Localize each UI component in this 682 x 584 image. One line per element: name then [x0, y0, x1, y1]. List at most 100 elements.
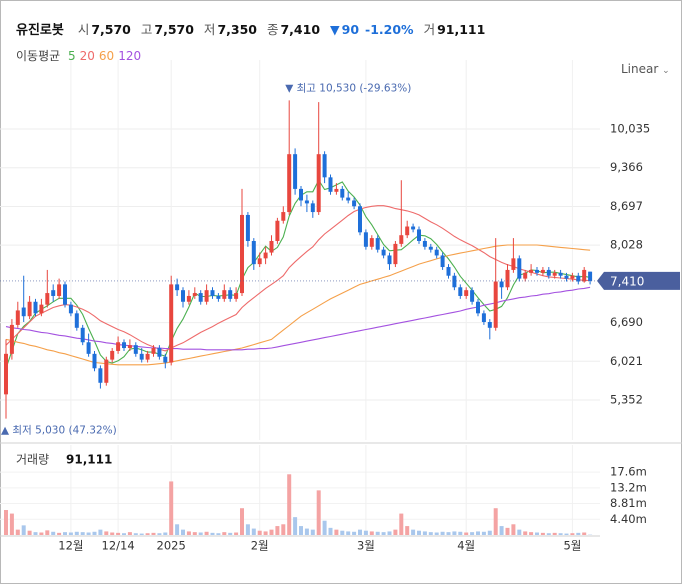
candle-body — [216, 295, 221, 299]
volume-bar — [552, 532, 557, 535]
volume-bar — [4, 510, 8, 535]
candle-body — [57, 284, 62, 296]
candle-body — [552, 272, 557, 276]
candle-body — [422, 240, 427, 247]
volume-bar — [39, 532, 44, 535]
candle-body — [434, 249, 439, 256]
candle-body — [222, 290, 227, 299]
candle-body — [523, 272, 528, 279]
candle-body — [110, 350, 115, 360]
candle-body — [157, 348, 162, 357]
candle-body — [535, 269, 539, 273]
volume-bar — [169, 481, 174, 535]
candle-body — [27, 301, 32, 317]
volume-bar — [381, 532, 386, 535]
candle-body — [328, 177, 333, 192]
volume-bar — [523, 531, 528, 535]
volume-bar — [9, 513, 14, 535]
candle-body — [452, 275, 457, 288]
candle-body — [411, 226, 416, 230]
candle-body — [210, 290, 215, 296]
volume-bar — [80, 532, 85, 535]
candle-body — [375, 238, 380, 250]
low-label: 저 — [203, 22, 216, 37]
volume-bar — [127, 532, 132, 535]
volume-bar — [417, 530, 421, 535]
volume-bar — [181, 529, 185, 535]
volume-bar — [21, 525, 26, 535]
y-tick-label: 8,028 — [610, 238, 643, 252]
candle-body — [287, 154, 292, 213]
volume-bar — [263, 531, 268, 535]
candle-body — [127, 345, 132, 349]
volume-bar — [352, 531, 357, 535]
candle-body — [192, 293, 197, 296]
volume-bar — [440, 531, 445, 535]
volume-bar — [340, 530, 345, 535]
candle-body — [21, 307, 26, 317]
volume-bar — [281, 524, 286, 535]
candle-body — [293, 154, 298, 189]
candle-body — [446, 267, 451, 276]
volume-bar — [74, 531, 79, 535]
candle-body — [86, 342, 91, 354]
x-tick-label: 12월 — [58, 539, 83, 553]
legend: 이동평균 5 20 60 120 — [16, 47, 145, 64]
change-percent: -1.20% — [365, 22, 414, 37]
candle-body — [334, 188, 339, 192]
volume-bar — [387, 531, 392, 535]
volume-bar — [269, 529, 274, 535]
candle-body — [186, 295, 191, 302]
candle-body — [33, 301, 38, 314]
volume-bar — [422, 531, 427, 535]
volume-bar — [322, 520, 327, 535]
stock-name: 유진로봇 — [16, 23, 64, 38]
change-arrow: ▼ — [330, 22, 340, 37]
candle-body — [9, 324, 14, 354]
scale-label[interactable]: Linear — [621, 62, 659, 76]
volume-bar — [57, 532, 62, 535]
volume-bar — [570, 533, 575, 535]
candle-body — [576, 275, 581, 282]
volume-bar — [481, 531, 486, 535]
scale-toggle[interactable]: Linear ⌄ — [621, 62, 670, 76]
volume-bar — [222, 532, 227, 535]
volume-bar — [192, 532, 197, 535]
volume-bar — [487, 530, 492, 535]
candle-body — [363, 232, 368, 247]
candle-body — [481, 313, 486, 323]
volume-bar — [299, 526, 303, 535]
volume-bar — [157, 533, 162, 535]
volume-bar — [45, 530, 50, 535]
y-tick-label: 4.40m — [610, 512, 647, 526]
candle-body — [245, 214, 250, 241]
candle-body — [263, 252, 268, 259]
volume-bar — [558, 533, 563, 535]
y-tick-label: 6,021 — [610, 354, 643, 368]
candle-body — [529, 269, 534, 273]
last-price-label: 7,410 — [610, 274, 644, 288]
volume-bar — [535, 532, 539, 535]
candle-body — [299, 188, 303, 201]
candle-body — [476, 301, 480, 314]
volume-bar — [434, 532, 439, 535]
candle-body — [51, 290, 56, 296]
candle-body — [458, 287, 463, 296]
volume-bar — [546, 533, 551, 535]
candle-body — [493, 281, 498, 328]
x-tick-label: 2월 — [251, 539, 269, 553]
volume-bar — [393, 529, 398, 535]
volume-bar — [411, 529, 416, 535]
volume-bar — [116, 532, 121, 535]
y-tick-label: 6,690 — [610, 315, 643, 329]
volume-bar — [293, 517, 298, 535]
legend-entry: 60 — [98, 49, 115, 63]
candle-body — [80, 327, 85, 343]
volume-bar — [251, 528, 256, 535]
volume-bar — [92, 531, 97, 535]
candle-body — [257, 258, 262, 265]
volume-bar — [493, 508, 498, 535]
volume-bar — [399, 513, 404, 535]
candle-body — [387, 255, 392, 265]
